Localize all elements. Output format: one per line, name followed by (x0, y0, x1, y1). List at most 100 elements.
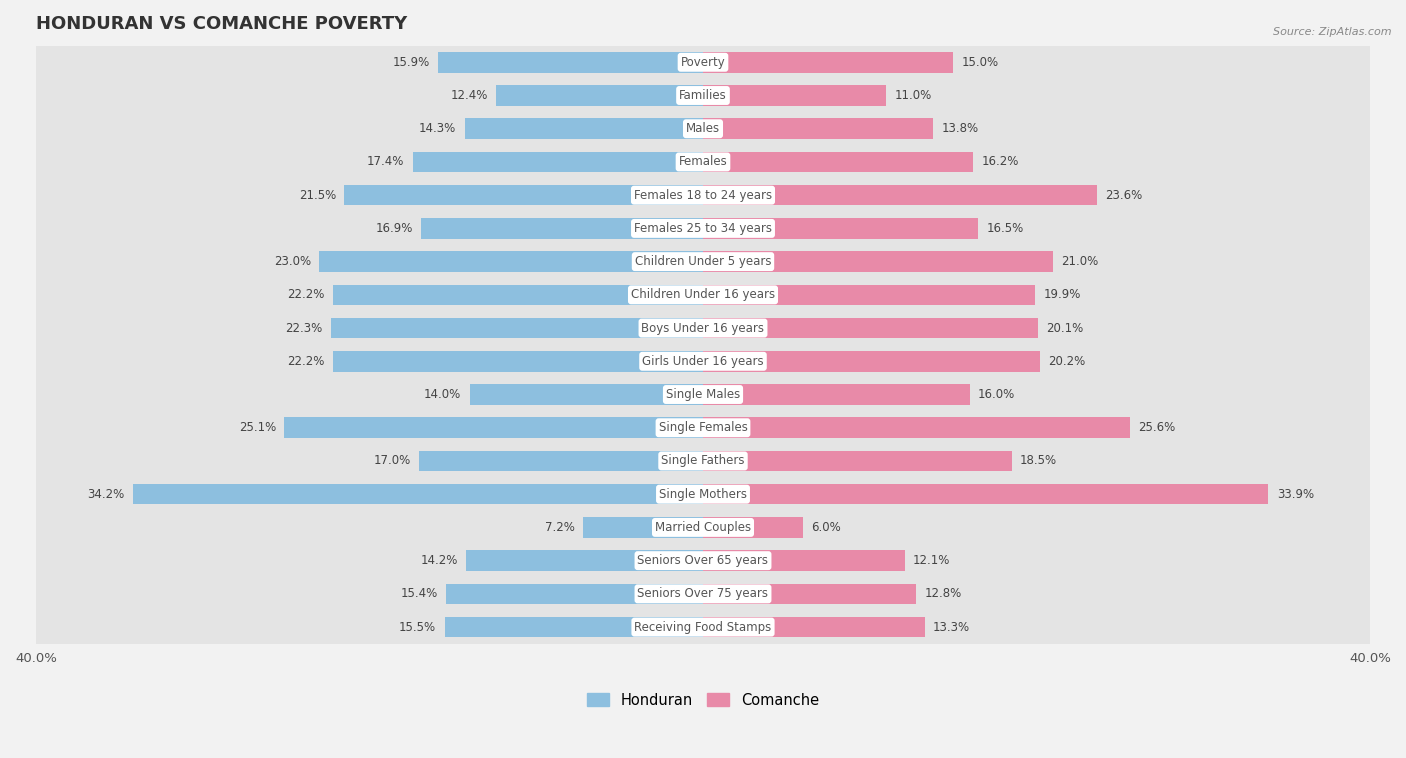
Text: 23.6%: 23.6% (1105, 189, 1142, 202)
Text: 22.3%: 22.3% (285, 321, 323, 334)
Bar (330, 318, 703, 338)
Text: 6.0%: 6.0% (811, 521, 841, 534)
Text: 20.1%: 20.1% (1046, 321, 1084, 334)
FancyBboxPatch shape (31, 136, 1375, 187)
Bar (333, 284, 703, 305)
Bar (467, 550, 703, 571)
Text: 33.9%: 33.9% (1277, 487, 1313, 501)
FancyBboxPatch shape (31, 469, 1375, 519)
FancyBboxPatch shape (31, 602, 1375, 653)
Text: Receiving Food Stamps: Receiving Food Stamps (634, 621, 772, 634)
Text: Source: ZipAtlas.com: Source: ZipAtlas.com (1274, 27, 1392, 36)
Bar (413, 152, 703, 172)
Bar (419, 451, 703, 471)
FancyBboxPatch shape (31, 502, 1375, 553)
Text: 18.5%: 18.5% (1019, 455, 1057, 468)
Text: 22.2%: 22.2% (287, 288, 325, 302)
FancyBboxPatch shape (31, 104, 1375, 154)
Text: Males: Males (686, 122, 720, 135)
Text: 21.0%: 21.0% (1062, 255, 1099, 268)
Text: 21.5%: 21.5% (299, 189, 336, 202)
Text: 17.0%: 17.0% (374, 455, 411, 468)
Text: 15.4%: 15.4% (401, 587, 437, 600)
Text: Seniors Over 75 years: Seniors Over 75 years (637, 587, 769, 600)
FancyBboxPatch shape (31, 70, 1375, 121)
Text: Poverty: Poverty (681, 56, 725, 69)
Text: Children Under 5 years: Children Under 5 years (634, 255, 772, 268)
Bar (703, 152, 973, 172)
Text: 19.9%: 19.9% (1043, 288, 1081, 302)
Bar (703, 185, 1097, 205)
Text: Single Mothers: Single Mothers (659, 487, 747, 501)
Text: Married Couples: Married Couples (655, 521, 751, 534)
FancyBboxPatch shape (31, 203, 1375, 254)
Bar (444, 617, 703, 637)
FancyBboxPatch shape (31, 170, 1375, 221)
Text: 16.2%: 16.2% (981, 155, 1019, 168)
Text: 16.5%: 16.5% (987, 222, 1024, 235)
Bar (703, 218, 979, 239)
Text: Children Under 16 years: Children Under 16 years (631, 288, 775, 302)
FancyBboxPatch shape (31, 369, 1375, 420)
Text: 17.4%: 17.4% (367, 155, 405, 168)
FancyBboxPatch shape (31, 402, 1375, 453)
Bar (703, 252, 1053, 272)
FancyBboxPatch shape (31, 270, 1375, 320)
Bar (333, 351, 703, 371)
Text: 15.9%: 15.9% (392, 56, 429, 69)
Bar (703, 584, 917, 604)
Text: 11.0%: 11.0% (894, 89, 932, 102)
Text: 15.5%: 15.5% (399, 621, 436, 634)
Text: Families: Families (679, 89, 727, 102)
FancyBboxPatch shape (31, 236, 1375, 287)
Bar (422, 218, 703, 239)
FancyBboxPatch shape (31, 37, 1375, 87)
Text: 23.0%: 23.0% (274, 255, 311, 268)
Bar (446, 584, 703, 604)
Bar (703, 85, 886, 106)
Text: Single Males: Single Males (666, 388, 740, 401)
Legend: Honduran, Comanche: Honduran, Comanche (581, 687, 825, 713)
Bar (496, 85, 703, 106)
Text: Single Females: Single Females (658, 421, 748, 434)
Bar (319, 252, 703, 272)
Bar (437, 52, 703, 73)
Bar (703, 284, 1035, 305)
Bar (703, 617, 925, 637)
Bar (703, 550, 905, 571)
Text: 25.1%: 25.1% (239, 421, 276, 434)
FancyBboxPatch shape (31, 568, 1375, 619)
Text: Single Fathers: Single Fathers (661, 455, 745, 468)
Text: Females: Females (679, 155, 727, 168)
Bar (703, 484, 1268, 505)
Text: 20.2%: 20.2% (1049, 355, 1085, 368)
Text: Boys Under 16 years: Boys Under 16 years (641, 321, 765, 334)
Bar (344, 185, 703, 205)
Text: HONDURAN VS COMANCHE POVERTY: HONDURAN VS COMANCHE POVERTY (37, 15, 408, 33)
Bar (703, 384, 970, 405)
FancyBboxPatch shape (31, 336, 1375, 387)
Text: Seniors Over 65 years: Seniors Over 65 years (637, 554, 769, 567)
Text: 7.2%: 7.2% (544, 521, 575, 534)
Text: 12.4%: 12.4% (450, 89, 488, 102)
Text: 12.1%: 12.1% (912, 554, 950, 567)
Bar (703, 517, 803, 537)
Text: 16.0%: 16.0% (979, 388, 1015, 401)
Text: 14.2%: 14.2% (420, 554, 458, 567)
Bar (284, 418, 703, 438)
FancyBboxPatch shape (31, 303, 1375, 353)
Text: 12.8%: 12.8% (925, 587, 962, 600)
Text: 25.6%: 25.6% (1139, 421, 1175, 434)
Bar (703, 52, 953, 73)
Bar (703, 318, 1038, 338)
Bar (132, 484, 703, 505)
Text: Females 25 to 34 years: Females 25 to 34 years (634, 222, 772, 235)
Bar (703, 418, 1130, 438)
Text: Females 18 to 24 years: Females 18 to 24 years (634, 189, 772, 202)
Bar (703, 351, 1040, 371)
Text: 15.0%: 15.0% (962, 56, 998, 69)
Text: 16.9%: 16.9% (375, 222, 413, 235)
Bar (703, 451, 1011, 471)
Bar (583, 517, 703, 537)
FancyBboxPatch shape (31, 436, 1375, 486)
